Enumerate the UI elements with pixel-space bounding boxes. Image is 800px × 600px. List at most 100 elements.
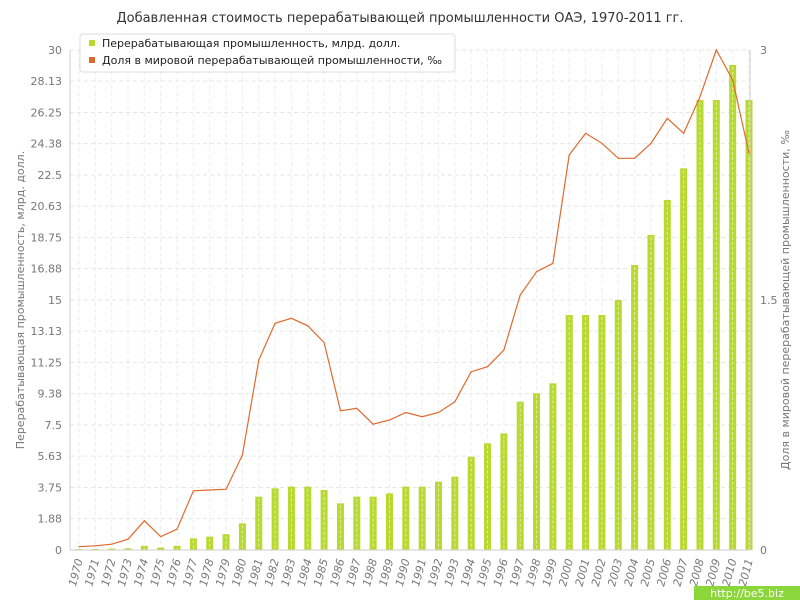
bar[interactable] [451,476,459,550]
bar[interactable] [124,548,132,550]
line-point[interactable] [634,157,636,159]
bar[interactable] [353,496,361,550]
line-point[interactable] [748,152,750,154]
bar-rect [124,548,132,550]
line-point[interactable] [552,262,554,264]
line-point[interactable] [388,419,391,421]
line-point[interactable] [290,317,293,319]
y-right-tick-label: 0 [760,544,767,557]
line-point[interactable] [339,410,342,412]
bar[interactable] [533,393,541,550]
bar[interactable] [287,486,295,550]
bar[interactable] [712,100,720,550]
line-point[interactable] [503,349,505,351]
line-point[interactable] [111,543,113,545]
bar[interactable] [238,523,246,550]
bar[interactable] [631,265,639,550]
y-left-tick-label: 26.25 [31,107,63,120]
bar[interactable] [663,200,671,550]
line-point[interactable] [486,366,489,368]
line-point[interactable] [78,546,80,548]
bar[interactable] [745,100,753,550]
bar[interactable] [385,493,393,550]
bar[interactable] [189,538,197,550]
bar[interactable] [369,496,377,550]
line-point[interactable] [601,142,603,144]
line-series [78,48,750,548]
line-point[interactable] [127,538,129,540]
bar[interactable] [598,315,606,550]
line-point[interactable] [405,411,407,414]
line-point[interactable] [143,520,145,522]
bar[interactable] [696,100,704,550]
line-point[interactable] [584,132,587,134]
watermark-link[interactable]: http://be5.biz [710,587,784,600]
bar[interactable] [582,315,590,550]
bar[interactable] [304,486,312,550]
line-point[interactable] [732,79,734,81]
line-point[interactable] [356,407,358,409]
bar[interactable] [157,547,165,551]
watermark[interactable]: http://be5.biz [694,586,800,600]
line-point[interactable] [715,49,717,51]
line-point[interactable] [241,454,244,456]
bar[interactable] [173,545,181,550]
line-point[interactable] [176,528,178,530]
bar[interactable] [108,548,116,550]
line-point[interactable] [683,132,685,134]
legend-entry-line[interactable]: Доля в мировой перерабатывающей промышле… [102,54,442,67]
line-point[interactable] [437,411,440,414]
line-point[interactable] [225,488,227,490]
line-point[interactable] [519,294,521,296]
y-axis-left-label: Перерабатывающая промышленность, млрд. д… [14,151,27,449]
legend-entry-bars[interactable]: Перерабатывающая промышленность, млрд. д… [102,37,400,50]
line-point[interactable] [617,157,619,159]
bar[interactable] [222,534,230,550]
bar[interactable] [516,401,524,550]
bar[interactable] [320,490,328,550]
bar[interactable] [549,383,557,550]
line-point[interactable] [568,154,570,156]
line-point[interactable] [160,536,162,538]
y-left-tick-label: 16.88 [31,263,63,276]
line-point[interactable] [307,325,309,327]
bar[interactable] [647,235,655,550]
line-point[interactable] [258,359,260,361]
line-point[interactable] [274,322,276,324]
line-point[interactable] [192,490,194,492]
bar-rect [206,536,214,550]
line-point[interactable] [323,341,325,344]
line-point[interactable] [209,489,211,491]
bar[interactable] [402,486,410,550]
axes [69,50,751,551]
y-left-tick-label: 24.38 [31,138,63,151]
bar[interactable] [467,456,475,550]
bar[interactable] [565,315,573,550]
bar[interactable] [336,503,344,550]
chart-title: Добавленная стоимость перерабатывающей п… [116,11,683,26]
line-point[interactable] [454,401,456,403]
bar[interactable] [255,496,263,550]
bar[interactable] [484,443,492,550]
bar[interactable] [418,486,426,550]
bar[interactable] [206,536,214,550]
bar[interactable] [680,168,688,551]
x-axis-ticks: 1970197119721973197419751976197719781979… [66,557,756,587]
bar-rect [451,476,459,550]
line-point[interactable] [372,423,374,425]
line-point[interactable] [421,416,423,418]
bar[interactable] [614,300,622,550]
line-point[interactable] [470,371,472,373]
line-point[interactable] [94,545,96,547]
bar[interactable] [729,65,737,550]
line-point[interactable] [666,117,668,119]
line-point[interactable] [699,96,701,98]
line-point[interactable] [535,271,538,273]
bar[interactable] [435,481,443,550]
bar[interactable] [271,488,279,550]
y-left-tick-label: 1.88 [38,513,63,526]
bar[interactable] [140,545,148,550]
bar[interactable] [500,433,508,550]
watermark-bg [694,586,800,600]
line-point[interactable] [650,142,652,144]
